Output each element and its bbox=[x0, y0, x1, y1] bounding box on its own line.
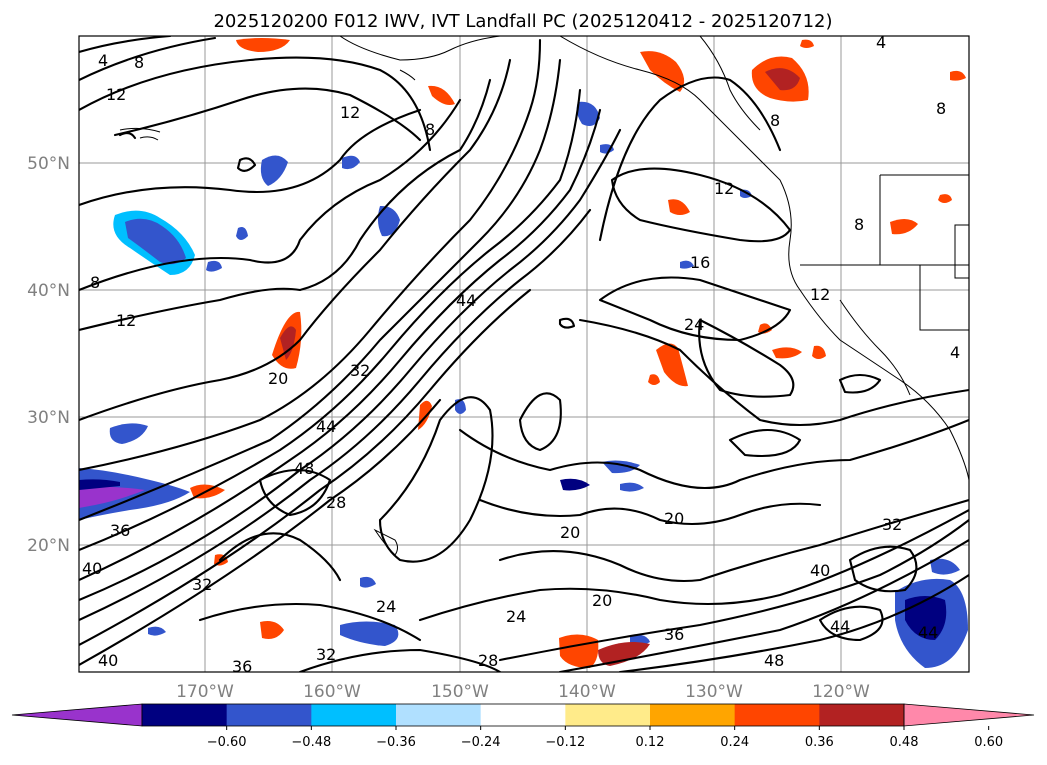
map-panel: 4 8 12 12 8 8 12 16 24 44 48 44 32 36 40… bbox=[78, 33, 970, 676]
colorbar-bin bbox=[650, 704, 736, 726]
contour-label: 8 bbox=[770, 111, 780, 130]
contour-label: 20 bbox=[268, 369, 288, 388]
colorbar-tick-label: −0.12 bbox=[545, 735, 585, 750]
contour-label: 36 bbox=[232, 657, 252, 676]
contour-label: 20 bbox=[560, 523, 580, 542]
contour-label: 12 bbox=[340, 103, 360, 122]
colorbar-frame bbox=[141, 703, 905, 727]
contour-label: 36 bbox=[110, 521, 130, 540]
lat-label: 40°N bbox=[27, 281, 70, 301]
contour-label: 8 bbox=[936, 99, 946, 118]
contour-label: 44 bbox=[830, 617, 850, 636]
contour-label: 16 bbox=[690, 253, 710, 272]
contour-label: 20 bbox=[664, 509, 684, 528]
colorbar-bin bbox=[311, 704, 397, 726]
contour-label: 12 bbox=[714, 179, 734, 198]
contour-label: 28 bbox=[326, 493, 346, 512]
colorbar-tick-label: 0.60 bbox=[974, 735, 1003, 750]
contour-label: 40 bbox=[82, 559, 102, 578]
contour-label: 12 bbox=[810, 285, 830, 304]
figure-title: 2025120200 F012 IWV, IVT Landfall PC (20… bbox=[213, 11, 832, 32]
contour-label: 32 bbox=[192, 575, 212, 594]
map-frame bbox=[78, 35, 970, 673]
contour-label: 44 bbox=[316, 417, 336, 436]
colorbar-tick-label: −0.36 bbox=[376, 735, 416, 750]
lat-label: 30°N bbox=[27, 408, 70, 428]
contour-label: 32 bbox=[316, 645, 336, 664]
contour-label: 28 bbox=[478, 651, 498, 670]
lon-label: 140°W bbox=[558, 682, 616, 702]
lon-labels: 170°W 160°W 150°W 140°W 130°W 120°W bbox=[176, 682, 870, 702]
lon-label: 160°W bbox=[303, 682, 361, 702]
colorbar-bin bbox=[480, 704, 566, 726]
lat-label: 50°N bbox=[27, 154, 70, 174]
contour-label: 12 bbox=[106, 85, 126, 104]
colorbar-tick-label: −0.48 bbox=[291, 735, 331, 750]
contour-label: 4 bbox=[876, 33, 886, 52]
contour-label: 48 bbox=[294, 459, 314, 478]
shading-negative bbox=[79, 101, 968, 668]
contour-labels: 4 8 12 12 8 8 12 16 24 44 48 44 32 36 40… bbox=[82, 33, 960, 676]
contour-label: 48 bbox=[764, 651, 784, 670]
lat-labels: 50°N 40°N 30°N 20°N bbox=[27, 154, 70, 556]
coastline bbox=[119, 36, 969, 556]
colorbar-bin bbox=[226, 704, 312, 726]
shading-positive bbox=[190, 38, 966, 668]
lon-label: 130°W bbox=[685, 682, 743, 702]
contour-label: 44 bbox=[456, 291, 476, 310]
contour-label: 32 bbox=[350, 361, 370, 380]
contour-label: 8 bbox=[90, 273, 100, 292]
iwv-contours bbox=[79, 36, 969, 672]
contour-label: 8 bbox=[854, 215, 864, 234]
contour-label: 24 bbox=[506, 607, 526, 626]
colorbar: −0.60 −0.48 −0.36 −0.24 −0.12 0.12 0.24 0.36 0.4… bbox=[11, 703, 1035, 750]
lat-label: 20°N bbox=[27, 536, 70, 556]
colorbar-tick-label: 0.48 bbox=[890, 735, 919, 750]
contour-label: 4 bbox=[950, 343, 960, 362]
colorbar-tick-label: 0.36 bbox=[805, 735, 834, 750]
colorbar-bin bbox=[819, 704, 905, 726]
graticule bbox=[79, 36, 969, 672]
contour-label: 40 bbox=[98, 651, 118, 670]
colorbar-bin bbox=[396, 704, 482, 726]
colorbar-bin bbox=[142, 704, 228, 726]
contour-label: 12 bbox=[116, 311, 136, 330]
contour-label: 36 bbox=[664, 625, 684, 644]
colorbar-bin bbox=[565, 704, 651, 726]
colorbar-tick-label: −0.60 bbox=[207, 735, 247, 750]
contour-label: 20 bbox=[592, 591, 612, 610]
lon-label: 150°W bbox=[431, 682, 489, 702]
contour-label: 44 bbox=[918, 623, 938, 642]
contour-label: 4 bbox=[98, 51, 108, 70]
colorbar-tick-label: −0.24 bbox=[461, 735, 501, 750]
contour-label: 40 bbox=[810, 561, 830, 580]
colorbar-tick-label: 0.24 bbox=[720, 735, 749, 750]
contour-label: 8 bbox=[425, 120, 435, 139]
contour-label: 24 bbox=[376, 597, 396, 616]
colorbar-tick-label: 0.12 bbox=[636, 735, 665, 750]
colorbar-extend-min bbox=[11, 703, 143, 727]
contour-label: 24 bbox=[684, 315, 704, 334]
lon-label: 120°W bbox=[812, 682, 870, 702]
contour-label: 8 bbox=[134, 53, 144, 72]
contour-label: 32 bbox=[882, 515, 902, 534]
colorbar-extend-max bbox=[903, 703, 1035, 727]
lon-label: 170°W bbox=[176, 682, 234, 702]
colorbar-bin bbox=[734, 704, 820, 726]
